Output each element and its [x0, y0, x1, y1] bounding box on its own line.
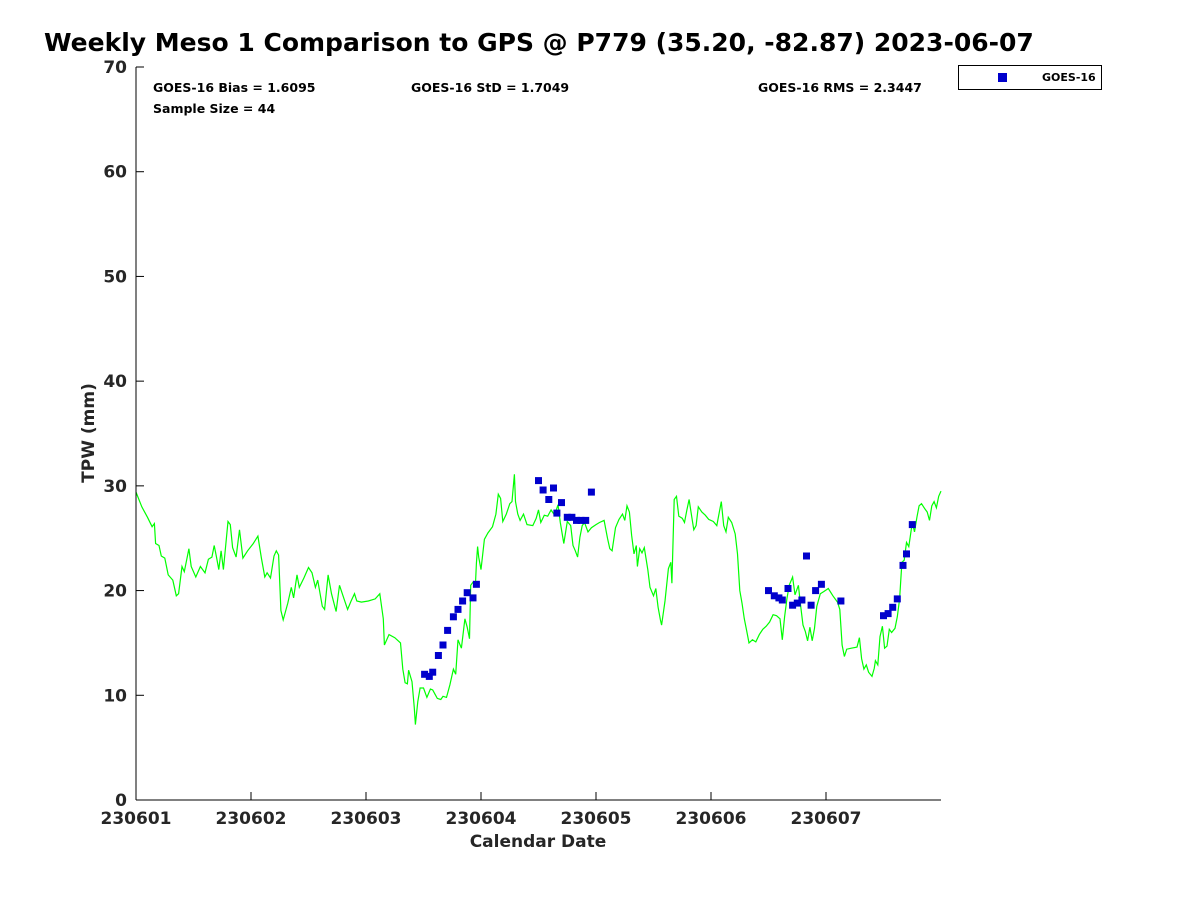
x-tick-label-3: 230604: [446, 809, 517, 829]
goes16-point-33: [807, 601, 815, 609]
y-tick-label-60: 60: [103, 163, 127, 183]
goes16-point-40: [893, 595, 901, 603]
x-tick-label-2: 230603: [331, 809, 402, 829]
stats-box: GOES-16 Bias = 1.6095 GOES-16 StD = 1.70…: [153, 80, 922, 116]
goes16-point-20: [573, 516, 580, 524]
goes16-point-24: [765, 587, 772, 595]
goes16-point-16: [553, 509, 561, 517]
goes16-point-17: [558, 499, 565, 507]
goes16-point-29: [789, 601, 797, 609]
x-tick-label-1: 230602: [216, 809, 287, 829]
goes16-point-37: [880, 612, 887, 620]
x-tick-label-4: 230605: [561, 809, 632, 829]
goes16-point-13: [539, 486, 547, 494]
goes16-point-21: [577, 516, 585, 524]
goes16-point-4: [439, 641, 447, 649]
legend-label-goes16: GOES-16: [1042, 71, 1096, 84]
x-axis-label: Calendar Date: [470, 832, 607, 852]
goes16-point-9: [463, 589, 471, 597]
goes16-point-12: [535, 477, 542, 485]
goes16-point-23: [587, 488, 595, 496]
y-tick-label-50: 50: [103, 267, 127, 287]
goes16-point-19: [568, 513, 576, 521]
bias-stat: GOES-16 Bias = 1.6095: [153, 80, 315, 95]
axes: TPW (mm) Calendar Date 0 10 20 30 40 50 60 70 23…: [79, 58, 941, 852]
goes16-point-39: [889, 603, 897, 611]
y-axis-label: TPW (mm): [79, 383, 99, 483]
goes16-point-27: [778, 596, 786, 604]
goes16-point-10: [469, 594, 477, 602]
goes16-point-32: [803, 552, 810, 560]
legend: GOES-16: [958, 65, 1102, 90]
y-tick-label-10: 10: [103, 686, 127, 706]
chart-title: Weekly Meso 1 Comparison to GPS @ P779 (…: [44, 28, 1034, 57]
x-tick-label-6: 230607: [791, 809, 862, 829]
x-tick-label-0: 230601: [101, 809, 172, 829]
goes16-point-2: [429, 668, 437, 676]
goes16-point-8: [459, 597, 467, 605]
y-tick-label-30: 30: [103, 477, 127, 497]
goes16-point-25: [770, 592, 778, 600]
y-tick-label-0: 0: [115, 791, 127, 811]
goes16-point-1: [425, 672, 433, 680]
sample-size-stat: Sample Size = 44: [153, 101, 275, 116]
goes16-point-38: [884, 610, 892, 618]
goes16-point-15: [550, 484, 557, 492]
gps-series-line: [135, 474, 942, 725]
goes16-point-3: [434, 652, 442, 659]
x-tick-label-5: 230606: [676, 809, 747, 829]
goes16-point-43: [908, 521, 916, 529]
goes16-point-14: [545, 496, 553, 503]
goes16-point-41: [899, 561, 907, 569]
std-stat: GOES-16 StD = 1.7049: [411, 80, 569, 95]
plot-area: [135, 474, 942, 725]
y-tick-label-20: 20: [103, 582, 127, 602]
y-tick-label-70: 70: [103, 58, 127, 78]
goes16-point-36: [837, 597, 845, 605]
y-tick-label-40: 40: [103, 372, 127, 392]
goes16-point-30: [793, 599, 801, 607]
rms-stat: GOES-16 RMS = 2.3447: [758, 80, 922, 95]
goes16-point-11: [472, 580, 480, 588]
legend-box: [958, 65, 1102, 90]
goes16-point-35: [817, 580, 825, 588]
goes16-point-22: [582, 516, 590, 524]
goes16-point-5: [444, 626, 452, 634]
goes16-point-6: [449, 613, 457, 621]
goes16-point-31: [798, 596, 806, 604]
goes16-point-18: [563, 513, 571, 521]
goes16-point-42: [903, 550, 910, 558]
goes16-point-0: [421, 670, 429, 678]
goes16-point-7: [454, 605, 462, 613]
goes16-point-28: [784, 585, 792, 592]
goes16-point-34: [812, 587, 820, 595]
legend-marker-goes16: [998, 73, 1007, 82]
